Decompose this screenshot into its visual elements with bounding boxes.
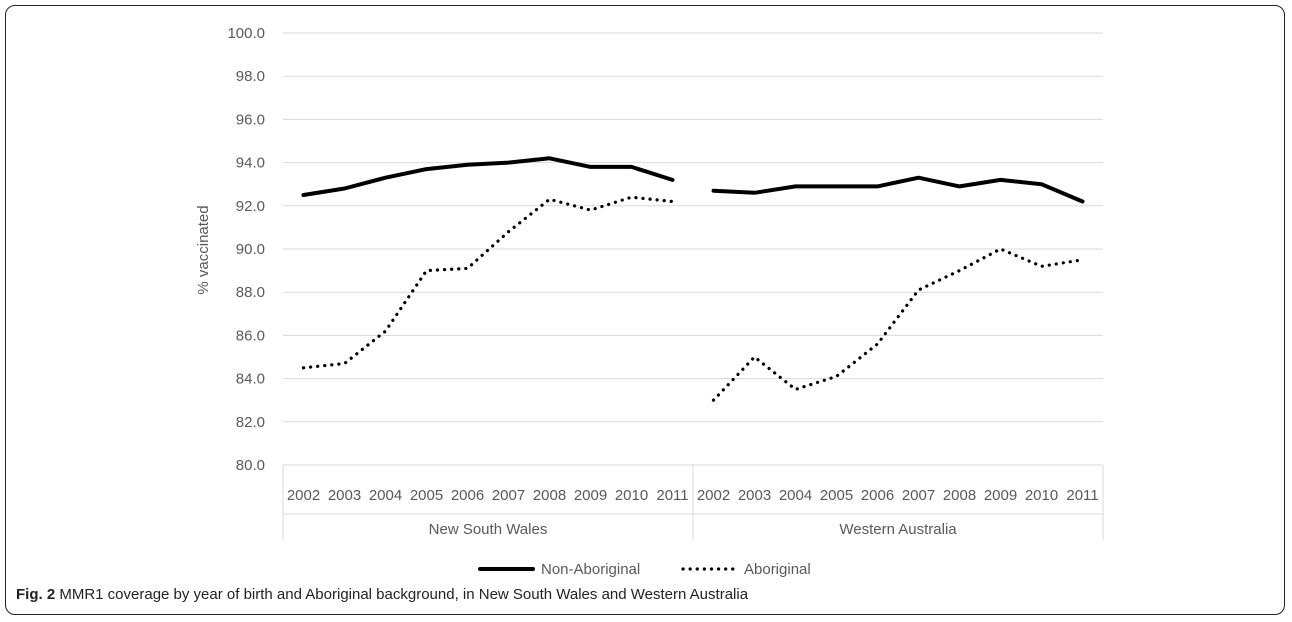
x-tick-label: 2008: [533, 487, 566, 504]
series-lines: [301, 156, 1085, 402]
y-tick-label: 82.0: [236, 414, 265, 431]
x-tick-label: 2002: [287, 487, 320, 504]
x-axis: 2002 2003 2004 2005 2006 2007 2008 2009 2010 2011…: [282, 465, 1104, 540]
x-tick-label: 2003: [328, 487, 361, 504]
figure-caption-text: MMR1 coverage by year of birth and Abori…: [59, 586, 749, 603]
x-tick-label: 2008: [943, 487, 976, 504]
x-tick-label: 2007: [492, 487, 525, 504]
x-group-label: New South Wales: [429, 521, 548, 538]
y-axis-ticks: 80.0 82.0 84.0 86.0 88.0 90.0 92.0 94.0 96.0 98.0…: [227, 25, 265, 474]
y-tick-label: 80.0: [236, 457, 265, 474]
legend-entry: Non-Aboriginal: [541, 561, 640, 578]
x-tick-label: 2003: [738, 487, 771, 504]
y-tick-label: 88.0: [236, 284, 265, 301]
x-tick-label: 2007: [902, 487, 935, 504]
figure-caption-label: Fig. 2: [16, 586, 56, 603]
series-line-non-aboriginal: [711, 175, 1085, 204]
y-tick-label: 86.0: [236, 327, 265, 344]
x-group-label: Western Australia: [839, 521, 957, 538]
x-tick-label: 2010: [1025, 487, 1058, 504]
series-line-aboriginal: [301, 195, 675, 370]
legend: Non-Aboriginal Aboriginal: [478, 561, 811, 578]
x-tick-label: 2005: [820, 487, 853, 504]
x-tick-label: 2011: [656, 487, 688, 504]
x-tick-label: 2009: [574, 487, 607, 504]
x-tick-label: 2005: [410, 487, 443, 504]
y-tick-label: 92.0: [236, 198, 265, 215]
legend-entry: Aboriginal: [744, 561, 811, 578]
x-tick-label: 2006: [861, 487, 894, 504]
gridlines: [283, 32, 1103, 466]
y-tick-label: 96.0: [236, 111, 265, 128]
x-tick-label: 2006: [451, 487, 484, 504]
y-tick-label: 90.0: [236, 241, 265, 258]
x-tick-label: 2004: [779, 487, 812, 504]
x-tick-label: 2004: [369, 487, 402, 504]
x-tick-label: 2011: [1066, 487, 1098, 504]
y-axis-label: % vaccinated: [195, 205, 212, 294]
y-tick-label: 98.0: [236, 68, 265, 85]
figure-frame: [5, 5, 1285, 615]
y-tick-label: 100.0: [227, 25, 265, 42]
figure-caption: Fig. 2 MMR1 coverage by year of birth an…: [16, 586, 748, 603]
x-tick-label: 2002: [697, 487, 730, 504]
x-tick-label: 2010: [615, 487, 648, 504]
series-line-non-aboriginal: [301, 156, 675, 197]
y-tick-label: 84.0: [236, 371, 265, 388]
series-line-aboriginal: [711, 247, 1085, 402]
y-tick-label: 94.0: [236, 155, 265, 172]
x-tick-label: 2009: [984, 487, 1017, 504]
